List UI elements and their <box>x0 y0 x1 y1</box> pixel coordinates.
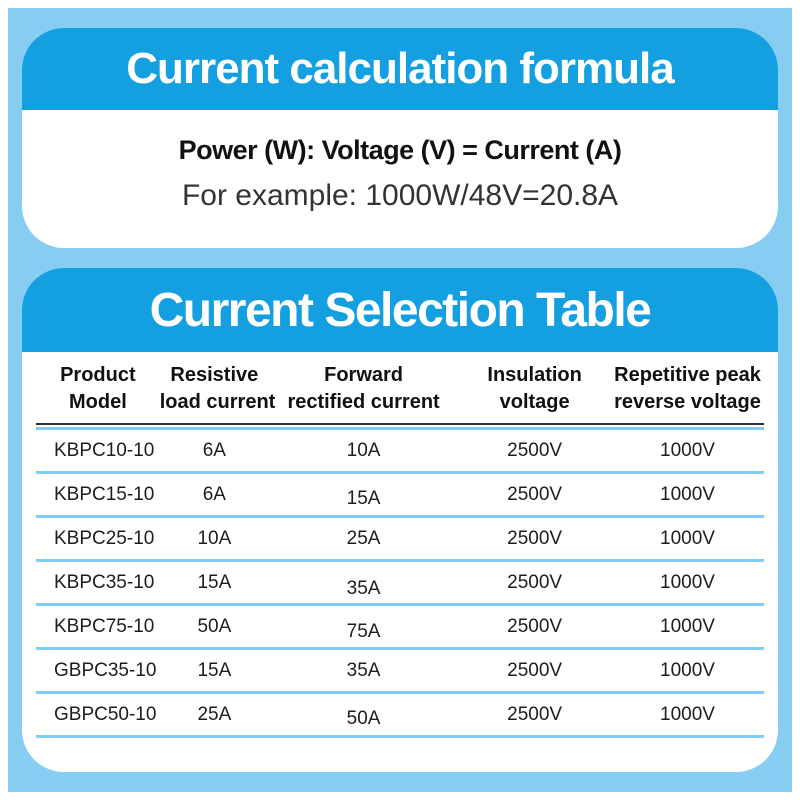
column-header-resistive-load-current: Resistive load current <box>159 362 276 416</box>
column-header-insulation-voltage: Insulation voltage <box>458 362 611 416</box>
column-header-line: Resistive <box>170 364 259 386</box>
forward-rectified-current-cell: 35A <box>346 577 381 599</box>
insulation-voltage-cell: 2500V <box>507 659 563 681</box>
forward-rectified-current-cell: 15A <box>346 487 381 509</box>
forward-rectified-current-cell: 25A <box>346 527 381 549</box>
column-header-line: Insulation <box>487 364 582 386</box>
repetitive-peak-reverse-voltage-cell: 1000V <box>660 483 715 505</box>
forward-rectified-current-cell: 50A <box>346 707 381 729</box>
column-header-line: load current <box>159 391 276 413</box>
resistive-load-current-cell: 10A <box>197 527 232 549</box>
header-divider <box>36 423 764 430</box>
table-row: KBPC25-10 10A 25A 2500V 1000V <box>36 518 764 562</box>
table-header-row: Product Model Resistive load current For… <box>36 352 764 423</box>
column-header-line: voltage <box>499 391 570 413</box>
repetitive-peak-reverse-voltage-cell: 1000V <box>660 527 715 549</box>
insulation-voltage-cell: 2500V <box>507 703 563 725</box>
column-header-line: Forward <box>324 364 404 386</box>
resistive-load-current-cell: 15A <box>197 571 232 593</box>
table-row: GBPC50-10 25A 50A 2500V 1000V <box>36 694 764 738</box>
insulation-voltage-cell: 2500V <box>507 483 563 505</box>
column-header-line: Repetitive peak <box>614 364 761 386</box>
model-cell: GBPC50-10 <box>54 703 157 725</box>
model-cell: KBPC75-10 <box>54 615 155 637</box>
formula-card-body: Power (W): Voltage (V) = Current (A) For… <box>22 110 778 216</box>
selection-card-title: Current Selection Table <box>149 283 652 337</box>
column-header-forward-rectified-current: Forward rectified current <box>269 362 458 416</box>
selection-card-header: Current Selection Table <box>22 268 778 352</box>
resistive-load-current-cell: 50A <box>197 615 232 637</box>
insulation-voltage-cell: 2500V <box>507 571 563 593</box>
resistive-load-current-cell: 6A <box>202 483 226 505</box>
repetitive-peak-reverse-voltage-cell: 1000V <box>660 659 715 681</box>
insulation-voltage-cell: 2500V <box>507 439 563 461</box>
table-row: KBPC15-10 6A 15A 2500V 1000V <box>36 474 764 518</box>
column-header-line: reverse voltage <box>614 391 761 413</box>
table-row: GBPC35-10 15A 35A 2500V 1000V <box>36 650 764 694</box>
model-cell: KBPC15-10 <box>54 483 155 505</box>
repetitive-peak-reverse-voltage-cell: 1000V <box>660 615 715 637</box>
repetitive-peak-reverse-voltage-cell: 1000V <box>660 439 715 461</box>
formula-card-header: Current calculation formula <box>22 28 778 110</box>
column-header-line: Model <box>68 391 127 413</box>
table-row: KBPC75-10 50A 75A 2500V 1000V <box>36 606 764 650</box>
model-cell: GBPC35-10 <box>54 659 157 681</box>
repetitive-peak-reverse-voltage-cell: 1000V <box>660 571 715 593</box>
formula-card-title: Current calculation formula <box>126 44 675 93</box>
resistive-load-current-cell: 6A <box>202 439 226 461</box>
table-row: KBPC10-10 6A 10A 2500V 1000V <box>36 430 764 474</box>
column-header-product-model: Product Model <box>36 362 160 416</box>
forward-rectified-current-cell: 35A <box>346 659 381 681</box>
selection-table-card: Current Selection Table Product Model Re… <box>22 268 778 772</box>
model-cell: KBPC10-10 <box>54 439 155 461</box>
model-cell: KBPC25-10 <box>54 527 155 549</box>
forward-rectified-current-cell: 75A <box>346 620 381 642</box>
repetitive-peak-reverse-voltage-cell: 1000V <box>660 703 715 725</box>
resistive-load-current-cell: 15A <box>197 659 232 681</box>
model-cell: KBPC35-10 <box>54 571 155 593</box>
formula-card: Current calculation formula Power (W): V… <box>22 28 778 248</box>
formula-text: Power (W): Voltage (V) = Current (A) <box>178 135 622 165</box>
forward-rectified-current-cell: 10A <box>346 439 381 461</box>
insulation-voltage-cell: 2500V <box>507 615 563 637</box>
resistive-load-current-cell: 25A <box>197 703 232 725</box>
column-header-line: rectified current <box>287 391 440 413</box>
table-row: KBPC35-10 15A 35A 2500V 1000V <box>36 562 764 606</box>
selection-table: Product Model Resistive load current For… <box>36 352 764 738</box>
column-header-line: Product <box>60 364 136 386</box>
insulation-voltage-cell: 2500V <box>507 527 563 549</box>
column-header-repetitive-peak-reverse-voltage: Repetitive peak reverse voltage <box>611 362 764 416</box>
formula-example-text: For example: 1000W/48V=20.8A <box>181 179 619 212</box>
